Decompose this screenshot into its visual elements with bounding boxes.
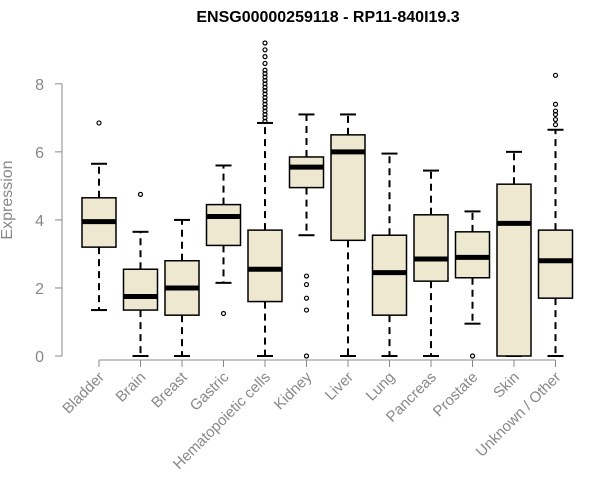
y-tick-label-2: 2	[35, 281, 44, 298]
iqr-box	[454, 231, 491, 279]
outlier-point	[552, 101, 559, 107]
box-prostate	[454, 210, 491, 359]
box-breast	[164, 218, 200, 357]
box-brain	[122, 191, 159, 357]
outlier-point	[303, 295, 310, 301]
y-tick-label-0: 0	[35, 349, 44, 366]
outlier-point	[220, 310, 227, 317]
y-tick-label-6: 6	[35, 145, 44, 162]
x-tick-label: Kidney	[271, 368, 316, 413]
box-liver	[330, 113, 366, 357]
iqr-box	[288, 156, 325, 189]
outlier-point	[552, 108, 559, 114]
y-tick-label-8: 8	[35, 77, 44, 94]
outlier-point	[303, 281, 310, 288]
outlier-point	[262, 60, 268, 67]
iqr-box	[247, 229, 283, 303]
x-tick-label: Lung	[363, 369, 399, 405]
outlier-point	[303, 273, 310, 279]
outlier-point	[262, 40, 268, 46]
box-unknown-other	[537, 72, 574, 357]
outlier-point	[552, 122, 559, 128]
box-gastric	[205, 164, 242, 317]
box-lung	[371, 152, 408, 357]
outlier-point	[552, 72, 559, 78]
outlier-point	[303, 353, 310, 359]
outlier-point	[137, 191, 144, 197]
box-hematopoietic-cells	[247, 40, 283, 357]
outlier-point	[469, 353, 476, 359]
x-tick-label: Prostate	[430, 369, 482, 421]
x-tick-label: Bladder	[59, 369, 108, 418]
y-axis-label: Expression	[0, 160, 16, 239]
box-bladder	[81, 120, 117, 312]
iqr-box	[205, 203, 242, 247]
x-tick-label: Breast	[148, 368, 191, 411]
box-skin	[496, 150, 532, 357]
outlier-point	[552, 116, 559, 123]
outlier-point	[262, 54, 268, 60]
x-tick-label: Liver	[322, 369, 357, 404]
iqr-box	[496, 183, 532, 357]
y-tick-label-4: 4	[35, 213, 44, 230]
iqr-box	[122, 268, 159, 311]
iqr-box	[371, 234, 408, 316]
outlier-point	[96, 120, 102, 126]
box-pancreas	[413, 169, 449, 357]
plot-area	[81, 40, 574, 359]
iqr-box	[537, 229, 574, 299]
chart-title: ENSG00000259118 - RP11-840I19.3	[196, 9, 459, 26]
iqr-box	[413, 214, 449, 282]
x-tick-label: Brain	[113, 369, 150, 406]
box-kidney	[288, 113, 325, 359]
y-axis: 0 2 4 6 8	[35, 77, 556, 366]
outlier-point	[262, 47, 268, 53]
outlier-point	[262, 67, 268, 73]
outlier-point	[303, 307, 310, 313]
x-tick-label: Skin	[490, 369, 523, 402]
